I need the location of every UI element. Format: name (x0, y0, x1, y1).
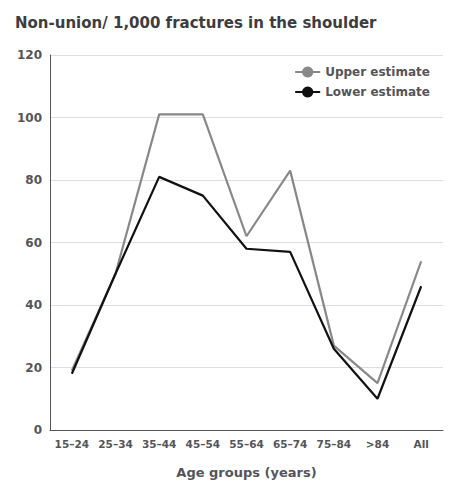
svg-text:80: 80 (25, 173, 42, 187)
svg-text:25–34: 25–34 (98, 438, 132, 450)
svg-text:Age groups (years): Age groups (years) (176, 465, 316, 480)
svg-text:45–54: 45–54 (186, 438, 220, 450)
svg-text:100: 100 (17, 111, 42, 125)
svg-text:75–84: 75–84 (317, 438, 351, 450)
svg-text:40: 40 (25, 298, 42, 312)
svg-text:Lower estimate: Lower estimate (325, 85, 430, 99)
svg-text:Upper estimate: Upper estimate (325, 65, 430, 79)
svg-text:35–44: 35–44 (142, 438, 176, 450)
svg-text:55–64: 55–64 (229, 438, 263, 450)
svg-text:All: All (414, 438, 429, 450)
svg-text:>84: >84 (366, 438, 389, 450)
svg-text:60: 60 (25, 236, 42, 250)
svg-text:0: 0 (34, 423, 42, 437)
svg-text:20: 20 (25, 361, 42, 375)
svg-text:65–74: 65–74 (273, 438, 307, 450)
svg-text:Non-union/ 1,000 fractures in: Non-union/ 1,000 fractures in the should… (15, 14, 377, 32)
svg-text:15–24: 15–24 (55, 438, 89, 450)
svg-text:120: 120 (17, 48, 42, 62)
